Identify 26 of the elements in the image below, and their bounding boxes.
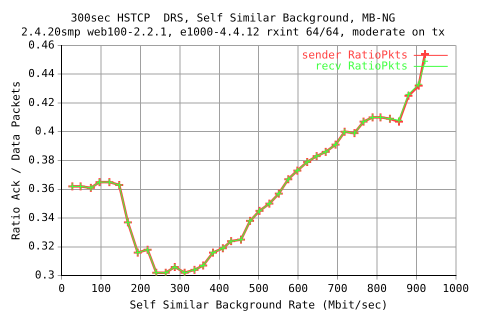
chart-subtitle: 2.4.20smp web100-2.2.1, e1000-4.4.12 rxint 64/64, moderate on tx [21,26,446,39]
x-tick-label: 0 [58,282,66,296]
y-axis-title: Ratio Ack / Data Packets [9,81,22,240]
y-tick-label: 0.46 [28,38,55,52]
legend-label: sender RatioPkts [302,48,408,62]
y-tick-label: 0.36 [28,182,55,196]
chart-title: 300sec HSTCP DRS, Self Similar Background, MB-NG [70,11,396,24]
y-tick-label: 0.34 [28,210,56,224]
y-tick-label: 0.38 [28,153,55,166]
x-tick-label: 700 [328,282,348,296]
y-tick-label: 0.42 [28,96,55,109]
x-tick-label: 900 [406,282,426,296]
x-tick-label: 800 [367,282,387,296]
x-axis-title: Self Similar Background Rate (Mbit/sec) [130,298,388,312]
x-tick-label: 200 [130,282,150,296]
y-tick-label: 0.32 [28,240,55,253]
x-tick-label: 500 [248,282,269,296]
x-tick-label: 1000 [442,282,470,296]
x-tick-label: 600 [288,282,308,296]
y-tick-label: 0.44 [28,67,56,80]
x-tick-label: 100 [91,282,112,296]
x-tick-label: 300 [170,282,190,296]
x-tick-label: 400 [209,282,230,296]
y-tick-label: 0.4 [34,124,56,138]
y-tick-label: 0.3 [34,268,55,282]
legend-label: recv RatioPkts [315,59,408,72]
